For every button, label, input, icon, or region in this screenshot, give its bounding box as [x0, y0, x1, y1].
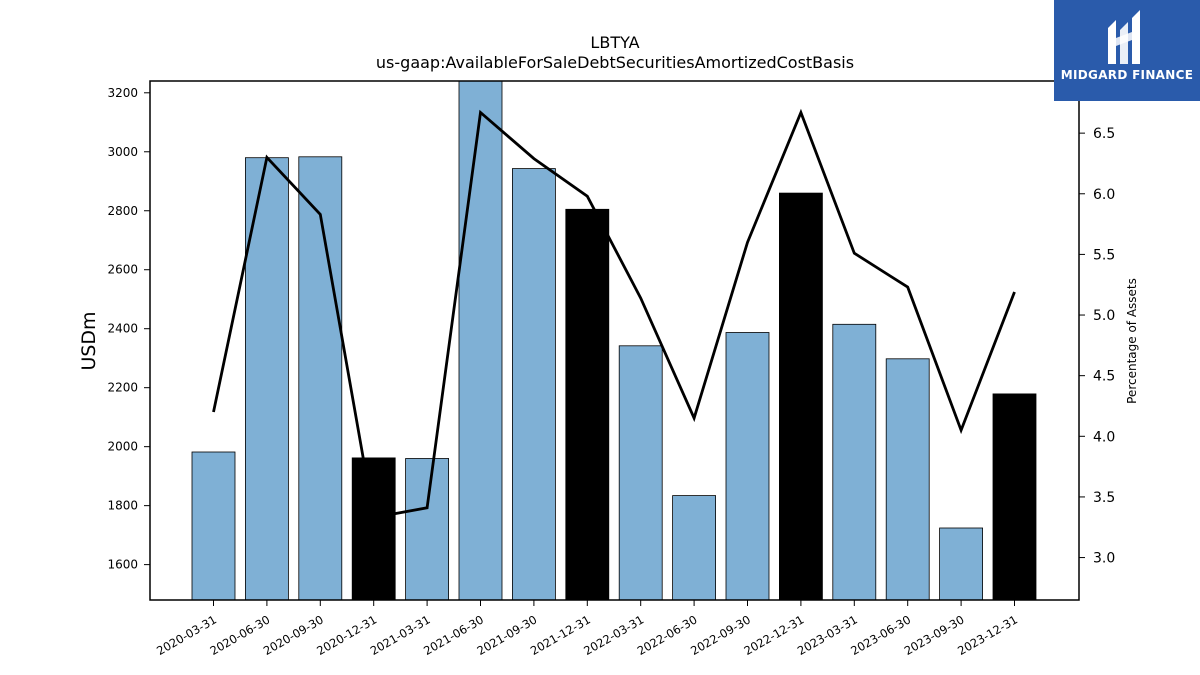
y2-tick-label: 5.0	[1093, 308, 1115, 324]
bar-2023-12-31	[992, 393, 1037, 601]
bar-2020-09-30	[298, 156, 343, 601]
y-tick-label: 2800	[107, 204, 138, 218]
bar-2023-03-31	[832, 323, 877, 601]
x-tick-label: 2020-06-30	[208, 612, 273, 658]
y-axis-label: USDm	[78, 311, 100, 370]
bar-2021-03-31	[405, 458, 450, 601]
x-tick-label: 2020-03-31	[154, 612, 219, 658]
y2-tick-label: 3.5	[1093, 490, 1115, 506]
x-tick-label: 2021-06-30	[421, 612, 486, 658]
y2-tick-label: 4.0	[1093, 429, 1115, 445]
x-tick-label: 2023-03-31	[795, 612, 860, 658]
y2-axis-label: Percentage of Assets	[1125, 278, 1139, 404]
x-axis: 2020-03-312020-06-302020-09-302020-12-31…	[154, 600, 1020, 658]
x-tick-label: 2021-12-31	[528, 612, 593, 658]
bar-series	[191, 80, 1037, 601]
x-tick-label: 2023-12-31	[955, 612, 1020, 658]
x-tick-label: 2020-09-30	[261, 612, 326, 658]
bar-2023-06-30	[885, 358, 930, 601]
x-tick-label: 2022-03-31	[581, 612, 646, 658]
y-axis-left: 1600 1800 2000 2200 2400 2600 2800 3000 3200	[107, 86, 150, 572]
y-tick-label: 1800	[107, 499, 138, 513]
x-tick-label: 2021-09-30	[475, 612, 540, 658]
y2-tick-label: 6.5	[1093, 126, 1115, 142]
y-tick-label: 2600	[107, 263, 138, 277]
x-tick-label: 2022-12-31	[742, 612, 807, 658]
bar-2022-12-31	[779, 192, 823, 601]
bar-2022-03-31	[618, 345, 663, 601]
y-tick-label: 1600	[107, 558, 138, 572]
y-axis-right: 3.0 3.5 4.0 4.5 5.0 5.5 6.0 6.5	[1079, 126, 1115, 567]
chart-subtitle: us-gaap:AvailableForSaleDebtSecuritiesAm…	[376, 53, 854, 72]
y-tick-label: 2200	[107, 381, 138, 395]
bar-2022-06-30	[672, 495, 716, 601]
y-tick-label: 2000	[107, 440, 138, 454]
y-tick-label: 3000	[107, 145, 138, 159]
bar-2022-09-30	[725, 332, 770, 601]
x-tick-label: 2021-03-31	[368, 612, 433, 658]
y2-tick-label: 5.5	[1093, 247, 1115, 263]
bar-2020-03-31	[191, 451, 236, 601]
x-tick-label: 2023-06-30	[848, 612, 913, 658]
bar-2021-09-30	[512, 168, 556, 601]
y-tick-label: 3200	[107, 86, 138, 100]
line-series	[212, 108, 1016, 520]
y2-tick-label: 3.0	[1093, 551, 1115, 567]
brand-logo: MIDGARD FINANCE	[1054, 0, 1200, 101]
bar-2020-12-31	[351, 457, 396, 601]
chart-title: LBTYA	[590, 33, 639, 52]
logo-mark-icon	[1108, 10, 1140, 64]
x-tick-label: 2023-09-30	[902, 612, 967, 658]
y2-tick-label: 4.5	[1093, 369, 1115, 385]
x-tick-label: 2020-12-31	[314, 612, 379, 658]
x-tick-label: 2022-06-30	[635, 612, 700, 658]
y-tick-label: 2400	[107, 322, 138, 336]
y2-tick-label: 6.0	[1093, 187, 1115, 203]
plot-frame	[149, 80, 1080, 601]
bar-2023-09-30	[939, 527, 983, 601]
bar-2021-12-31	[565, 208, 610, 601]
bar-2021-06-30	[458, 80, 503, 601]
logo-text: MIDGARD FINANCE	[1060, 68, 1194, 82]
line-path	[212, 108, 1016, 520]
x-tick-label: 2022-09-30	[688, 612, 753, 658]
